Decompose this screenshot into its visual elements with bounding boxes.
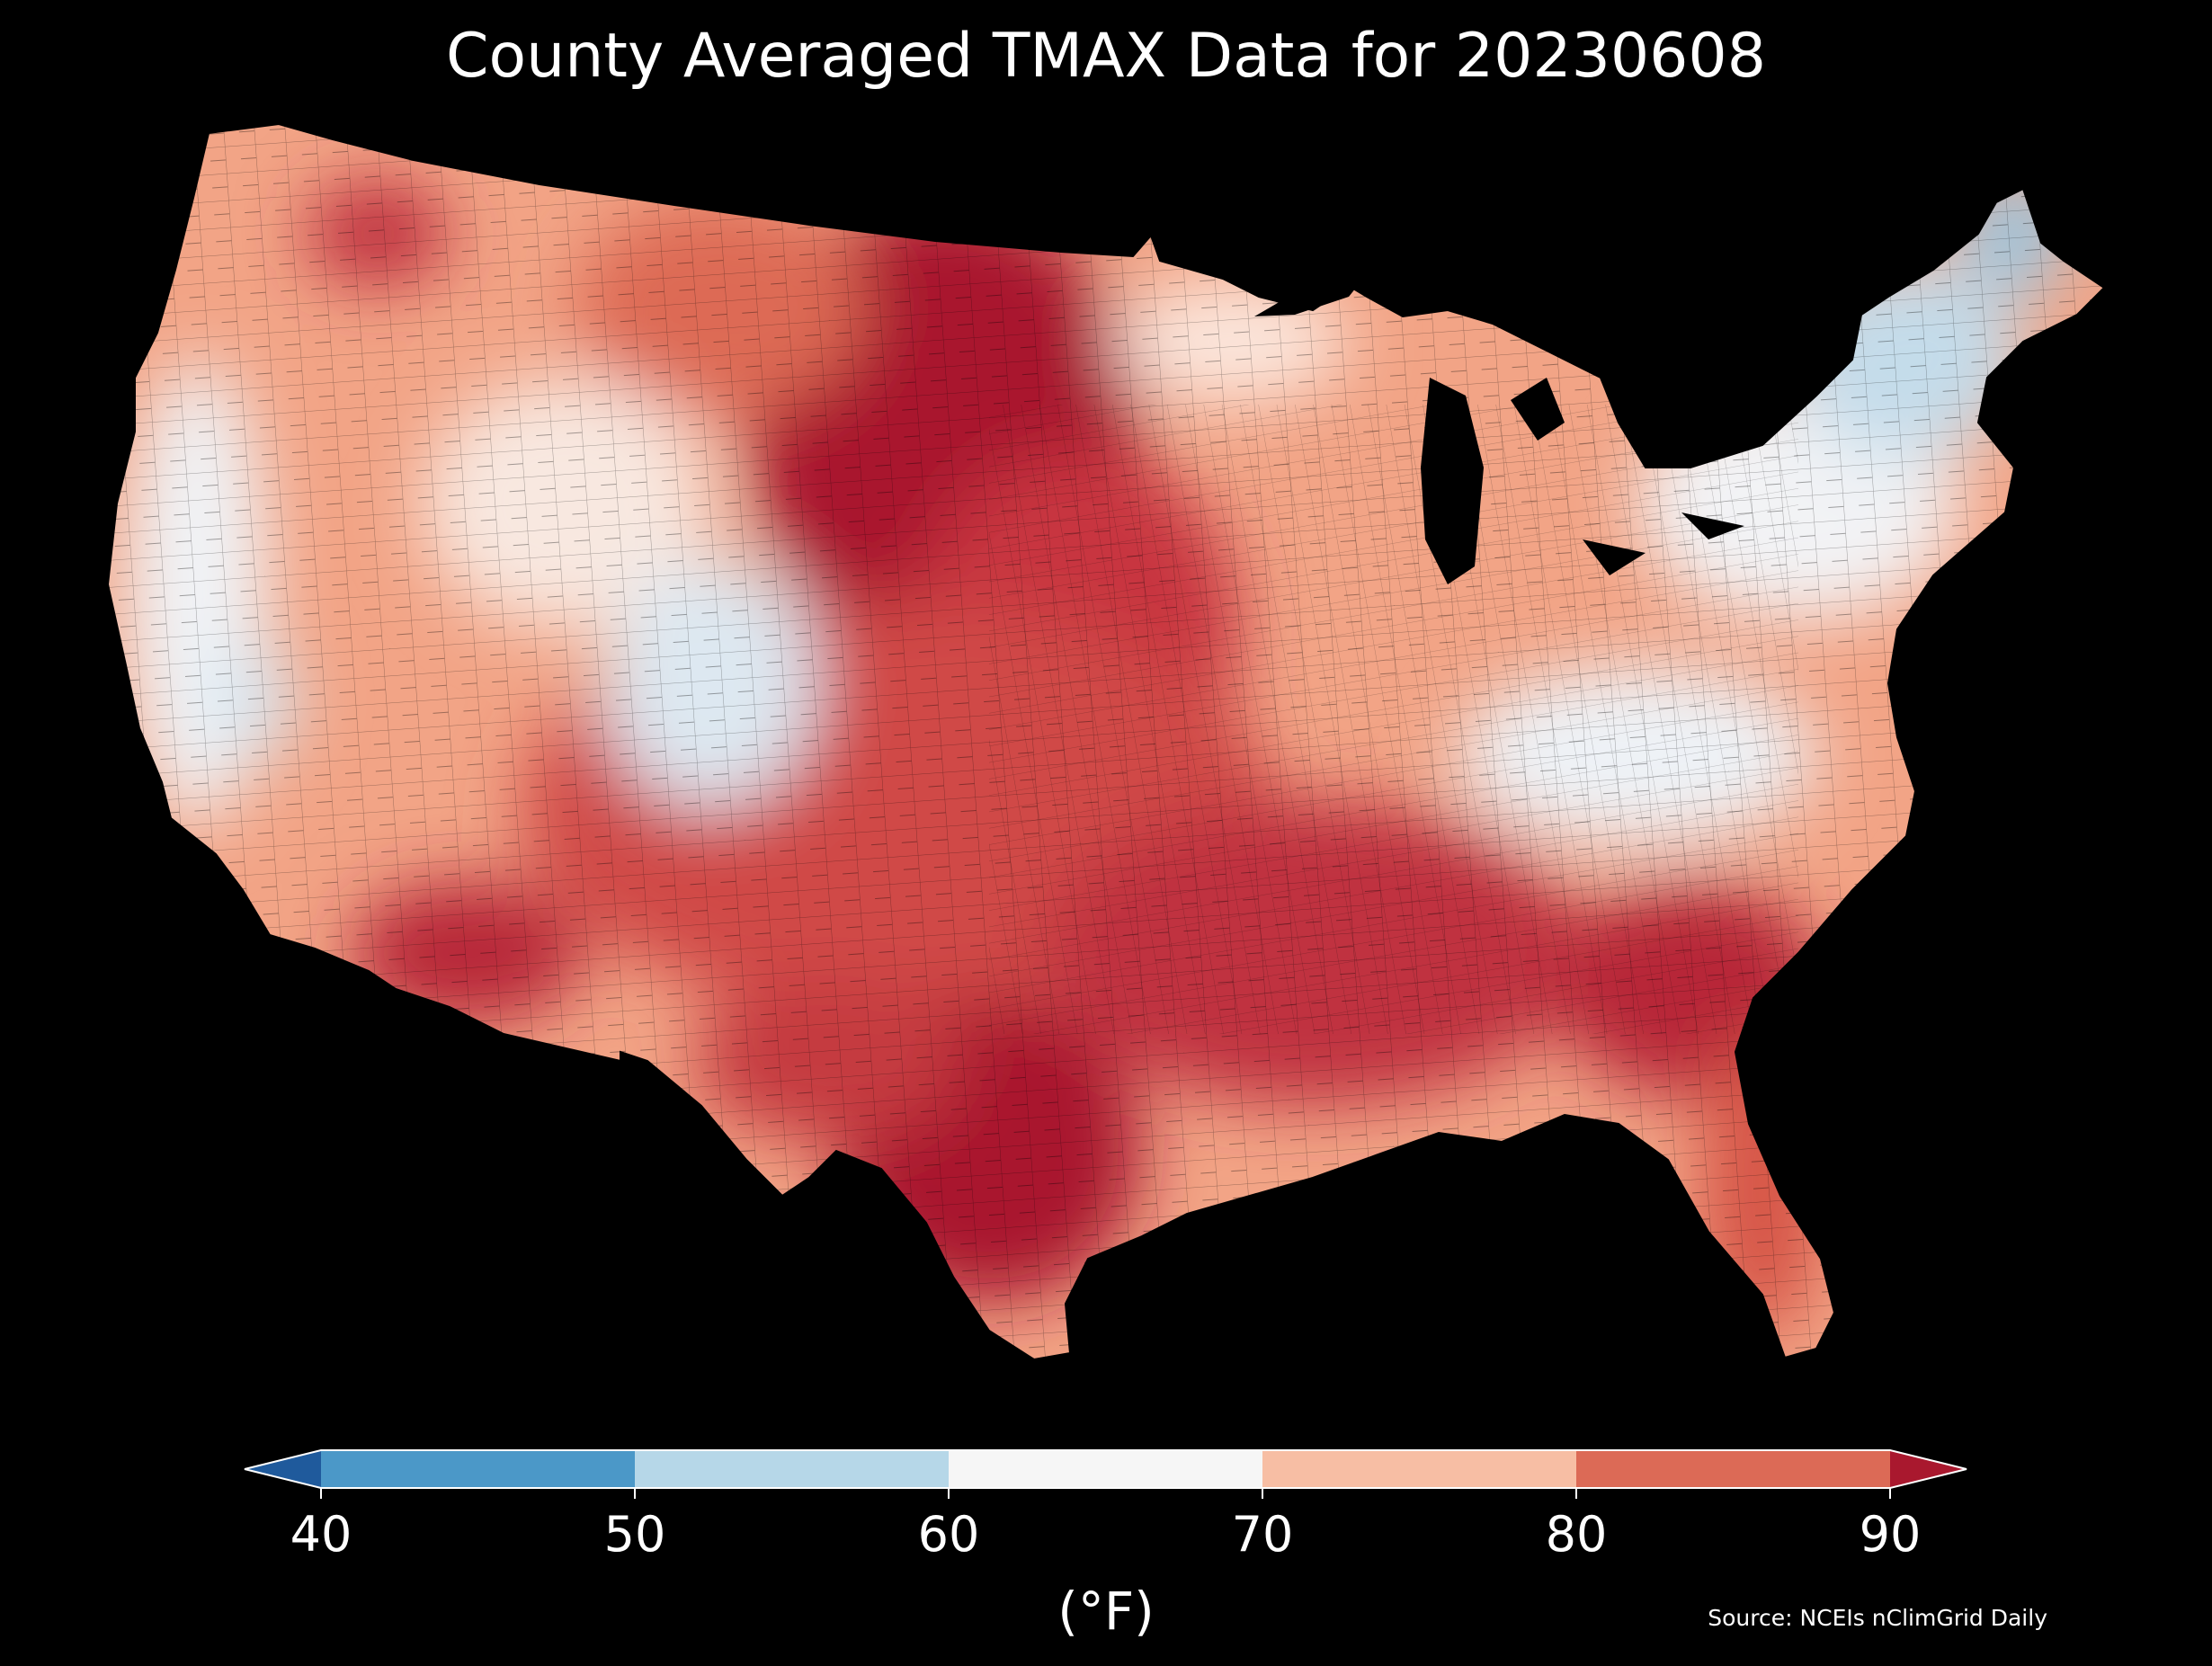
colorbar-tick-label: 80	[1545, 1506, 1608, 1563]
colorbar-bin	[321, 1450, 635, 1488]
colorbar-bin	[635, 1450, 949, 1488]
colorbar-bin	[1262, 1450, 1576, 1488]
great-lakes	[1254, 274, 1744, 584]
colorbar-bin	[949, 1450, 1262, 1488]
colorbar-tick-label: 70	[1231, 1506, 1294, 1563]
colorbar-tick-label: 90	[1859, 1506, 1922, 1563]
colorbar-extend-high	[1890, 1450, 1967, 1488]
map-title: County Averaged TMAX Data for 20230608	[446, 21, 1766, 92]
colorbar-tick-label: 50	[603, 1506, 666, 1563]
source-credit: Source: NCEIs nClimGrid Daily	[1708, 1605, 2047, 1631]
colorbar-tick-label: 40	[290, 1506, 352, 1563]
colorbar-extend-low	[245, 1450, 321, 1488]
colorbar-bin	[1576, 1450, 1890, 1488]
colorbar-tick-label: 60	[917, 1506, 980, 1563]
colorbar-unit-label: (°F)	[1057, 1581, 1155, 1642]
us-outline	[106, 122, 2106, 1361]
colorbar	[244, 1449, 1967, 1499]
